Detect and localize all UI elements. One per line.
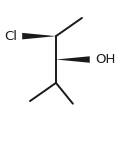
Text: Cl: Cl: [4, 30, 17, 43]
Polygon shape: [56, 56, 90, 63]
Text: OH: OH: [95, 53, 115, 66]
Polygon shape: [22, 33, 56, 39]
